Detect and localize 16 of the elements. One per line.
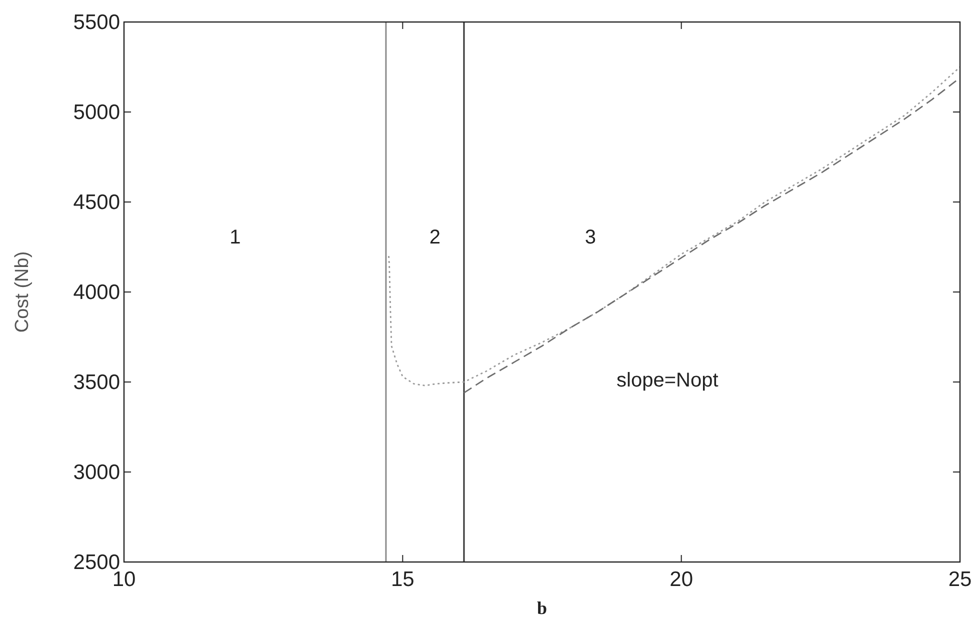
x-axis-title: b [536, 598, 548, 618]
y-axis-title: Cost (Nb) [12, 251, 33, 333]
y-tick-label: 3500 [73, 371, 120, 394]
x-tick-label: 10 [112, 568, 136, 591]
x-tick-label: 20 [670, 568, 694, 591]
y-tick-label: 4500 [73, 191, 120, 214]
annotation: 1 [230, 226, 241, 248]
annotation: 3 [584, 226, 596, 248]
x-tick-label: 15 [390, 568, 414, 591]
y-tick-label: 5000 [73, 101, 120, 124]
y-tick-label: 5500 [73, 11, 120, 34]
annotation: slope=Nopt [616, 369, 719, 392]
y-tick-label: 4000 [73, 281, 120, 304]
annotation: 2 [429, 226, 441, 248]
y-tick-label: 3000 [73, 461, 120, 484]
x-tick-label: 25 [948, 568, 972, 591]
